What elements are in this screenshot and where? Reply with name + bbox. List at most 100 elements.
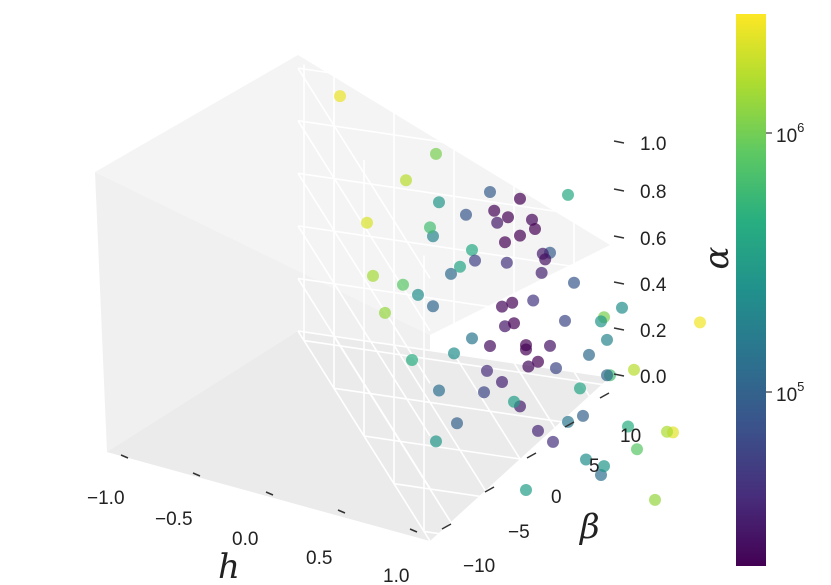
data-point <box>466 332 478 345</box>
data-point <box>334 90 346 103</box>
data-point <box>406 354 418 366</box>
data-point <box>631 443 643 456</box>
data-point <box>496 376 508 388</box>
data-point <box>628 363 640 376</box>
data-point <box>694 316 706 329</box>
y-tick-label: 10 <box>620 426 641 447</box>
data-point <box>527 294 540 307</box>
colorbar: 105 106 <box>736 14 804 566</box>
grid-line <box>297 67 611 115</box>
colorbar-tick-label: 105 <box>776 379 804 406</box>
data-point <box>361 216 373 229</box>
x-tick-label: 0.0 <box>232 529 258 550</box>
z-tick-mark <box>613 188 625 192</box>
data-point <box>430 147 442 160</box>
z-tick-mark <box>613 140 625 144</box>
data-point <box>544 339 556 352</box>
data-point <box>562 188 574 201</box>
grid-line <box>297 225 611 273</box>
data-point <box>577 409 589 422</box>
data-point <box>616 301 628 314</box>
data-point <box>451 417 463 430</box>
data-point <box>506 296 519 309</box>
data-point <box>445 267 457 280</box>
data-point <box>547 435 559 448</box>
z-axis-label: α <box>697 246 737 269</box>
x-tick-mark <box>337 509 346 514</box>
grid-line <box>573 371 707 583</box>
data-point <box>430 435 442 448</box>
grid-line <box>297 330 431 542</box>
z-tick-mark <box>613 281 625 285</box>
data-point <box>500 256 513 269</box>
data-point <box>661 425 673 438</box>
data-point <box>478 386 490 399</box>
y-tick-label: −10 <box>463 556 495 577</box>
x-tick-label: −1.0 <box>87 488 125 509</box>
data-point <box>622 420 634 433</box>
data-point <box>427 300 439 313</box>
grid-line <box>453 353 587 565</box>
data-point <box>583 348 595 361</box>
colorbar-gradient <box>736 14 766 566</box>
data-point <box>491 216 504 229</box>
data-point <box>481 364 493 377</box>
data-point <box>508 395 520 408</box>
grid-line <box>297 278 431 489</box>
data-point <box>514 229 526 242</box>
z-tick-label: 0.4 <box>640 275 667 296</box>
x-axis-label: h <box>218 547 240 585</box>
data-point <box>400 174 412 187</box>
y-tick-mark <box>441 523 452 530</box>
grid-line <box>513 362 647 574</box>
z-tick-mark <box>613 235 625 239</box>
grid-line <box>297 172 431 384</box>
z-tick-label: 0.8 <box>640 182 666 203</box>
data-point <box>532 355 544 368</box>
data-point <box>539 253 552 266</box>
data-point <box>502 211 514 224</box>
y-tick-label: 5 <box>589 456 600 477</box>
x-ticks: −1.0 −0.5 0.0 0.5 1.0 <box>87 454 418 585</box>
data-point <box>499 236 511 249</box>
z-tick-label: 0.0 <box>640 367 666 388</box>
x-tick-mark <box>265 491 274 496</box>
x-tick-label: 1.0 <box>383 566 409 585</box>
data-point <box>574 382 586 395</box>
data-point <box>580 453 592 466</box>
data-point <box>529 223 541 235</box>
colorbar-tick-label: 106 <box>776 120 804 147</box>
data-point <box>562 415 574 428</box>
data-point <box>508 317 520 330</box>
z-tick-label: 0.2 <box>640 321 666 342</box>
data-point <box>532 424 544 437</box>
data-point <box>601 369 613 382</box>
x-tick-label: −0.5 <box>155 509 193 530</box>
grid-line <box>297 225 431 437</box>
data-point <box>595 315 607 328</box>
y-ticks: −10 −5 0 5 10 <box>441 392 641 577</box>
data-point <box>448 347 460 360</box>
data-point <box>520 343 532 356</box>
y-tick-mark <box>599 392 610 399</box>
back-pane <box>95 55 610 335</box>
y-tick-mark <box>564 421 575 428</box>
grid-line <box>297 119 611 168</box>
y-tick-mark <box>526 452 537 459</box>
data-point <box>367 269 379 282</box>
grid-line <box>297 67 431 279</box>
data-point <box>550 362 562 375</box>
x-tick-mark <box>192 472 201 477</box>
data-point <box>522 360 535 373</box>
grid-line <box>297 277 611 326</box>
data-point <box>412 288 424 301</box>
x-tick-mark <box>409 528 418 533</box>
z-tick-mark <box>613 373 625 377</box>
data-point <box>466 244 478 256</box>
x-tick-mark <box>120 454 129 459</box>
data-point <box>649 493 661 506</box>
data-point <box>469 254 481 267</box>
data-point <box>568 276 580 289</box>
y-tick-mark <box>484 486 495 493</box>
